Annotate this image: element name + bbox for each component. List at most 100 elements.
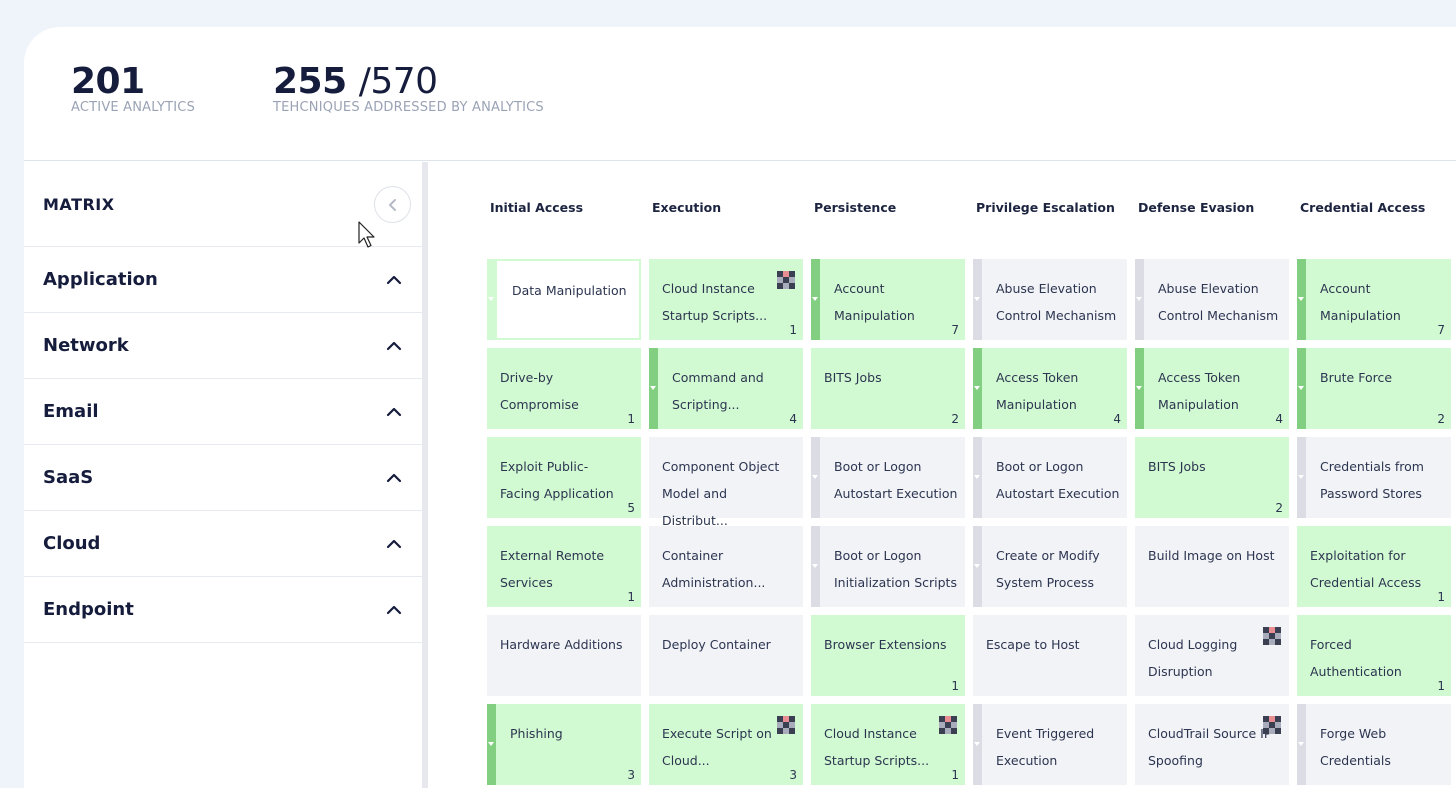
analytics-count: 3: [789, 768, 797, 782]
subtechnique-expand-bar[interactable]: [1297, 704, 1306, 785]
technique-name: Boot or Logon Autostart Execution: [996, 459, 1120, 501]
technique-cell[interactable]: Boot or Logon Initialization Scripts: [811, 526, 965, 607]
sidebar-item-label: SaaS: [43, 467, 94, 488]
technique-name: Escape to Host: [986, 637, 1080, 652]
technique-cell[interactable]: Cloud Logging Disruption: [1135, 615, 1289, 696]
technique-cell[interactable]: Forge Web Credentials: [1297, 704, 1451, 785]
technique-name: Forced Authentication: [1310, 637, 1402, 679]
chevron-up-icon[interactable]: [385, 469, 403, 487]
subtechnique-expand-bar[interactable]: [811, 526, 820, 607]
subtechnique-expand-bar[interactable]: [811, 259, 820, 340]
subtechnique-expand-bar[interactable]: [1297, 259, 1306, 340]
chevron-left-icon: [388, 198, 396, 211]
chevron-up-icon[interactable]: [385, 337, 403, 355]
techniques-total: /570: [358, 61, 438, 102]
technique-cell[interactable]: Forced Authentication 1: [1297, 615, 1451, 696]
technique-name: Data Manipulation: [512, 283, 627, 298]
technique-cell[interactable]: BITS Jobs 2: [1135, 437, 1289, 518]
analytics-count: 7: [951, 323, 959, 337]
technique-cell[interactable]: Cloud Instance Startup Scripts... 1: [649, 259, 803, 340]
technique-cell[interactable]: Boot or Logon Autostart Execution: [973, 437, 1127, 518]
technique-cell[interactable]: Credentials from Password Stores: [1297, 437, 1451, 518]
technique-cell[interactable]: Cloud Instance Startup Scripts... 1: [811, 704, 965, 785]
subtechnique-expand-bar[interactable]: [1135, 348, 1144, 429]
technique-name: Abuse Elevation Control Mechanism: [996, 281, 1117, 323]
technique-cell[interactable]: Deploy Container: [649, 615, 803, 696]
panel-divider[interactable]: [422, 162, 428, 788]
expand-arrow-icon: [974, 742, 980, 746]
subtechnique-expand-bar[interactable]: [973, 526, 982, 607]
subtechnique-expand-bar[interactable]: [487, 259, 497, 340]
subtechnique-expand-bar[interactable]: [973, 259, 982, 340]
technique-cell[interactable]: Hardware Additions: [487, 615, 641, 696]
sidebar-item-network[interactable]: Network: [24, 313, 422, 379]
sidebar-item-cloud[interactable]: Cloud: [24, 511, 422, 577]
technique-cell[interactable]: Build Image on Host: [1135, 526, 1289, 607]
technique-cell[interactable]: Brute Force 2: [1297, 348, 1451, 429]
technique-cell[interactable]: Data Manipulation: [487, 259, 641, 340]
analytics-count: 1: [1437, 679, 1445, 693]
technique-cell[interactable]: Browser Extensions 1: [811, 615, 965, 696]
chevron-up-icon[interactable]: [385, 271, 403, 289]
analytics-count: 1: [951, 768, 959, 782]
active-analytics-count: 201: [71, 61, 145, 102]
technique-cell[interactable]: Container Administration...: [649, 526, 803, 607]
technique-cell[interactable]: Create or Modify System Process: [973, 526, 1127, 607]
expand-arrow-icon: [488, 297, 494, 301]
subtechnique-expand-bar[interactable]: [973, 437, 982, 518]
chevron-up-icon[interactable]: [385, 535, 403, 553]
technique-cell[interactable]: Exploitation for Credential Access 1: [1297, 526, 1451, 607]
subtechnique-expand-bar[interactable]: [1135, 259, 1144, 340]
technique-name: Exploit Public-Facing Application: [500, 459, 614, 501]
technique-cell[interactable]: Boot or Logon Autostart Execution: [811, 437, 965, 518]
technique-cell[interactable]: Phishing 3: [487, 704, 641, 785]
technique-cell[interactable]: Component Object Model and Distribut...: [649, 437, 803, 528]
technique-cell[interactable]: External Remote Services 1: [487, 526, 641, 607]
tactic-header: Initial Access: [490, 200, 584, 215]
subtechnique-expand-bar[interactable]: [1297, 348, 1306, 429]
subtechnique-expand-bar[interactable]: [973, 348, 982, 429]
sidebar-item-label: Cloud: [43, 533, 101, 554]
technique-cell[interactable]: Exploit Public-Facing Application 5: [487, 437, 641, 518]
subtechnique-expand-bar[interactable]: [1297, 437, 1306, 518]
sidebar-item-email[interactable]: Email: [24, 379, 422, 445]
technique-name: CloudTrail Source IP Spoofing: [1148, 726, 1272, 768]
technique-cell[interactable]: Escape to Host: [973, 615, 1127, 696]
technique-cell[interactable]: Account Manipulation 7: [1297, 259, 1451, 340]
technique-cell[interactable]: Access Token Manipulation 4: [1135, 348, 1289, 429]
sidebar-item-application[interactable]: Application: [24, 247, 422, 313]
technique-cell[interactable]: CloudTrail Source IP Spoofing: [1135, 704, 1289, 785]
technique-name: Brute Force: [1320, 370, 1393, 385]
technique-cell[interactable]: Execute Script on Cloud... 3: [649, 704, 803, 785]
sidebar-item-endpoint[interactable]: Endpoint: [24, 577, 422, 643]
expand-arrow-icon: [974, 386, 980, 390]
technique-name: Container Administration...: [662, 548, 766, 590]
technique-cell[interactable]: Abuse Elevation Control Mechanism: [1135, 259, 1289, 340]
chevron-up-icon[interactable]: [385, 403, 403, 421]
tactic-header: Privilege Escalation: [976, 200, 1115, 215]
technique-cell[interactable]: Abuse Elevation Control Mechanism: [973, 259, 1127, 340]
technique-cell[interactable]: BITS Jobs 2: [811, 348, 965, 429]
collapse-sidebar-button[interactable]: [374, 186, 411, 223]
technique-cell[interactable]: Drive-by Compromise 1: [487, 348, 641, 429]
checker-badge-icon: [939, 716, 957, 734]
technique-name: Account Manipulation: [1320, 281, 1401, 323]
sidebar-item-saas[interactable]: SaaS: [24, 445, 422, 511]
technique-cell[interactable]: Account Manipulation 7: [811, 259, 965, 340]
technique-cell[interactable]: Event Triggered Execution: [973, 704, 1127, 785]
subtechnique-expand-bar[interactable]: [973, 704, 982, 785]
subtechnique-expand-bar[interactable]: [487, 704, 496, 785]
technique-name: Phishing: [510, 726, 563, 741]
expand-arrow-icon: [1298, 475, 1304, 479]
technique-name: Hardware Additions: [500, 637, 623, 652]
sidebar-item-label: Network: [43, 335, 129, 356]
technique-name: Component Object Model and Distribut...: [662, 459, 780, 528]
analytics-count: 2: [951, 412, 959, 426]
technique-cell[interactable]: Access Token Manipulation 4: [973, 348, 1127, 429]
technique-cell[interactable]: Command and Scripting... 4: [649, 348, 803, 429]
chevron-up-icon[interactable]: [385, 601, 403, 619]
subtechnique-expand-bar[interactable]: [811, 437, 820, 518]
checker-badge-icon: [1263, 716, 1281, 734]
checker-badge-icon: [1263, 627, 1281, 645]
subtechnique-expand-bar[interactable]: [649, 348, 658, 429]
